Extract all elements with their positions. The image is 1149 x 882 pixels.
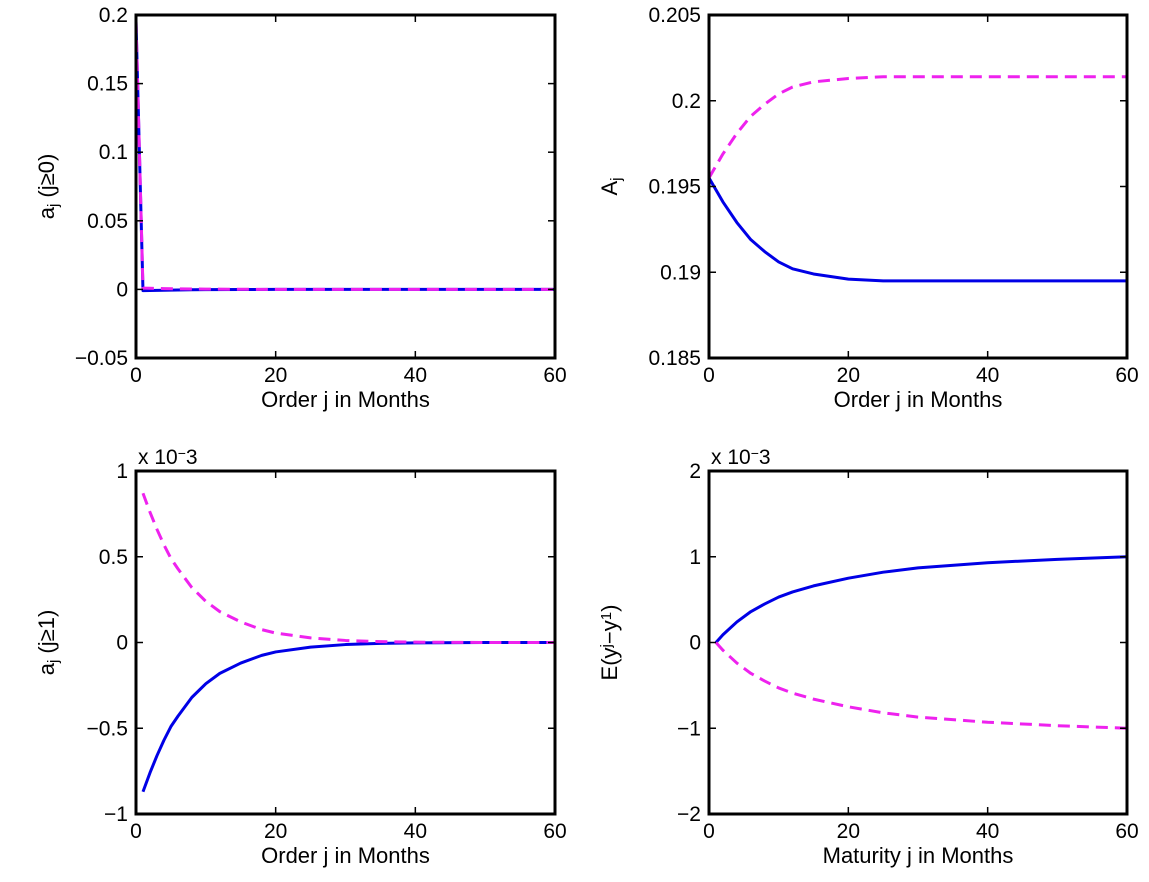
y-tick-label: 0.185 xyxy=(648,347,701,370)
y-tick-label: 0.05 xyxy=(87,210,128,233)
y-tick-label: −0.5 xyxy=(87,717,128,740)
x-tick-label: 60 xyxy=(543,364,566,387)
y-tick-label: 1 xyxy=(116,460,128,483)
x-axis-label: Order j in Months xyxy=(261,387,430,412)
y-tick-label: −0.05 xyxy=(75,347,128,370)
x-tick-label: 20 xyxy=(837,364,860,387)
y-axis-label: Aj xyxy=(597,177,625,195)
x-tick-label: 60 xyxy=(543,820,566,843)
axes-frame xyxy=(134,13,557,360)
axes-frame xyxy=(707,469,1129,816)
chart-3: 0 20 40 60 −1 −0.5 0 0.5 1 Order j in Months aj (j… xyxy=(34,445,567,868)
x-tick-label: 0 xyxy=(130,820,142,843)
y-tick-label: −1 xyxy=(677,717,701,740)
chart-2: 0 20 40 60 0.185 0.19 0.195 0.2 0.205 Order j in … xyxy=(597,4,1139,412)
x-tick-label: 40 xyxy=(404,820,427,843)
series-line-dashed xyxy=(141,492,555,644)
y-tick-label: 0.1 xyxy=(99,141,128,164)
axes-frame xyxy=(707,13,1129,360)
y-axis-exponent: x 10−3 xyxy=(138,445,198,469)
y-tick-label: 0.5 xyxy=(99,546,128,569)
y-tick-label: 0 xyxy=(116,278,128,301)
y-axis-label: E(yj−y1) xyxy=(597,605,622,681)
y-axis-label: aj (j≥1) xyxy=(34,610,62,676)
series-line-dashed xyxy=(709,75,1127,179)
series-line-solid xyxy=(709,177,1127,283)
x-tick-label: 40 xyxy=(404,364,427,387)
y-tick-label: 2 xyxy=(689,460,701,483)
x-tick-label: 20 xyxy=(264,820,287,843)
y-tick-label: 1 xyxy=(689,546,701,569)
y-tick-label: −1 xyxy=(104,803,128,826)
series-line-solid xyxy=(714,555,1127,644)
x-tick-label: 40 xyxy=(976,364,999,387)
x-tick-label: 20 xyxy=(264,364,287,387)
y-tick-label: 0.205 xyxy=(648,4,701,27)
y-tick-label: 0.195 xyxy=(648,176,701,199)
x-tick-label: 0 xyxy=(703,364,715,387)
y-tick-label: 0.2 xyxy=(672,90,701,113)
x-axis-label: Maturity j in Months xyxy=(823,843,1014,868)
x-axis-label: Order j in Months xyxy=(261,843,430,868)
y-axis-label: aj (j≥0) xyxy=(34,154,62,220)
series-line-solid xyxy=(136,21,555,293)
x-tick-label: 0 xyxy=(130,364,142,387)
y-tick-label: 0.15 xyxy=(87,73,128,96)
series-line-solid xyxy=(141,641,555,793)
y-tick-label: −2 xyxy=(677,803,701,826)
y-tick-label: 0.2 xyxy=(99,4,128,27)
x-tick-label: 0 xyxy=(703,820,715,843)
x-tick-label: 40 xyxy=(976,820,999,843)
x-tick-label: 20 xyxy=(837,820,860,843)
x-tick-label: 60 xyxy=(1115,820,1138,843)
series-line-dashed xyxy=(714,641,1127,730)
y-tick-label: 0.19 xyxy=(660,261,701,284)
x-tick-label: 60 xyxy=(1115,364,1138,387)
series-line-dashed xyxy=(136,21,555,291)
chart-4: 0 20 40 60 −2 −1 0 1 2 Maturity j in Months E(yj−y… xyxy=(597,445,1139,868)
y-tick-label: 0 xyxy=(116,632,128,655)
axes-frame xyxy=(134,469,557,816)
y-tick-label: 0 xyxy=(689,632,701,655)
y-axis-exponent: x 10−3 xyxy=(711,445,771,469)
x-axis-label: Order j in Months xyxy=(834,387,1003,412)
